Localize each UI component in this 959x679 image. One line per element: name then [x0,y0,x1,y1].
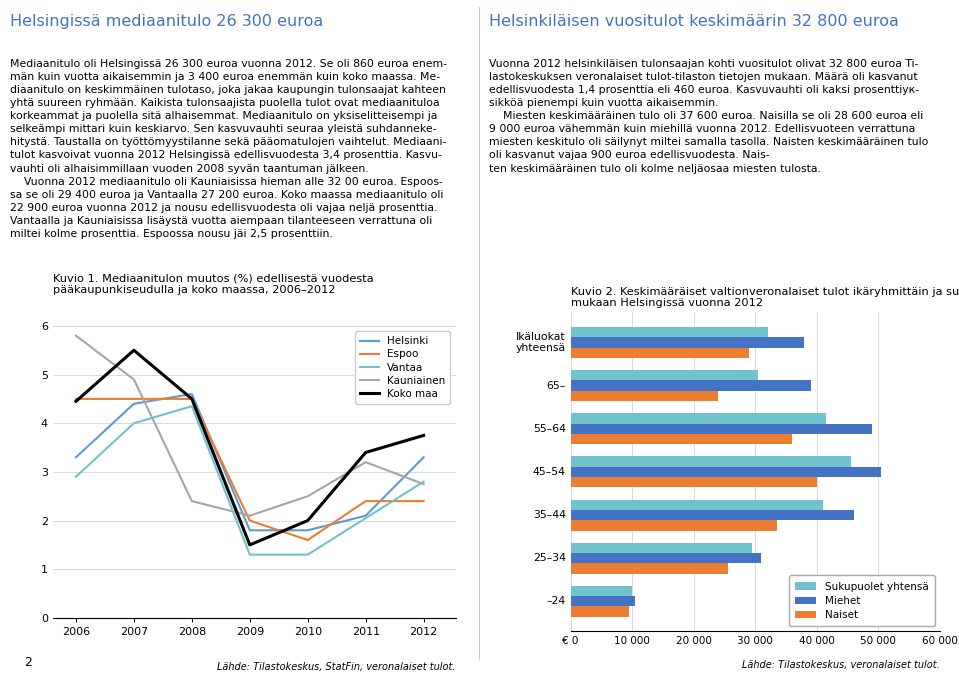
Bar [571,553,761,564]
Bar [571,391,718,401]
Text: Vuonna 2012 helsinkiläisen tulonsaajan kohti vuositulot olivat 32 800 euroa Ti-
: Vuonna 2012 helsinkiläisen tulonsaajan k… [489,59,928,174]
Text: Kuvio 2. Keskimääräiset valtionveronalaiset tulot ikäryhmittäin ja sukupuolen
mu: Kuvio 2. Keskimääräiset valtionveronalai… [571,287,959,308]
Text: 2: 2 [24,656,32,669]
Text: Kuvio 1. Mediaanitulon muutos (%) edellisestä vuodesta
pääkaupunkiseudulla ja ko: Kuvio 1. Mediaanitulon muutos (%) edelli… [53,274,373,295]
Text: Lähde: Tilastokeskus, veronalaiset tulot.: Lähde: Tilastokeskus, veronalaiset tulot… [742,660,940,670]
Text: Mediaanitulo oli Helsingissä 26 300 euroa vuonna 2012. Se oli 860 euroa enem-
mä: Mediaanitulo oli Helsingissä 26 300 euro… [10,59,447,239]
Bar [571,456,851,466]
Bar [571,586,632,596]
Bar [571,500,823,510]
Bar [571,564,728,574]
Bar [571,424,872,434]
Bar [571,337,805,348]
Bar [571,510,854,520]
Legend: Helsinki, Espoo, Vantaa, Kauniainen, Koko maa: Helsinki, Espoo, Vantaa, Kauniainen, Kok… [355,331,451,404]
Bar [571,434,792,444]
Legend: Sukupuolet yhtensä, Miehet, Naiset: Sukupuolet yhtensä, Miehet, Naiset [789,575,935,626]
Bar [571,596,635,606]
Bar [571,520,777,530]
Bar [571,477,817,488]
Bar [571,380,810,391]
Bar [571,327,767,337]
Bar [571,348,749,358]
Text: Helsingissä mediaanitulo 26 300 euroa: Helsingissä mediaanitulo 26 300 euroa [10,14,323,29]
Bar [571,606,629,617]
Bar [571,370,759,380]
Bar [571,543,752,553]
Bar [571,466,881,477]
Text: Lähde: Tilastokeskus, StatFin, veronalaiset tulot.: Lähde: Tilastokeskus, StatFin, veronalai… [217,661,456,672]
Text: Helsinkiläisen vuositulot keskimäärin 32 800 euroa: Helsinkiläisen vuositulot keskimäärin 32… [489,14,899,29]
Bar [571,414,826,424]
